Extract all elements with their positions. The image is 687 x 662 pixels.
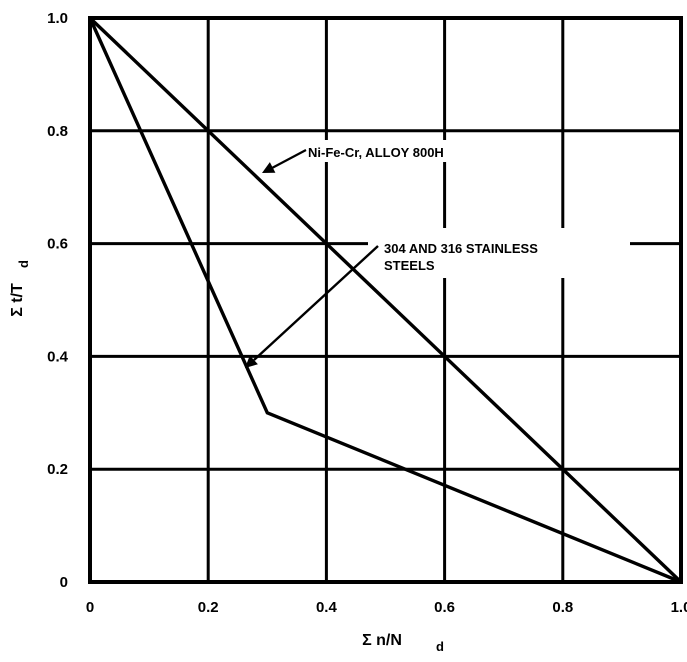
plot-frame	[88, 16, 683, 584]
grid	[90, 18, 681, 582]
y-tick-label: 0.6	[47, 236, 68, 253]
x-tick-label: 0.8	[552, 599, 573, 616]
series-group	[88, 16, 683, 584]
leader-line	[271, 149, 307, 169]
axis-titles: Σ n/N d Σ t/T d	[9, 260, 444, 654]
annotations: Ni-Fe-Cr, ALLOY 800H 304 AND 316 STAINLES…	[245, 145, 538, 368]
tick-labels: 0 0.2 0.4 0.6 0.8 1.0 0 0.2 0.4 0.6 0.8 1.0	[47, 10, 687, 616]
series-line-2	[88, 17, 682, 584]
annotation-stainless-line1: 304 AND 316 STAINLESS	[384, 241, 538, 256]
y-axis-title: Σ t/T	[9, 283, 26, 317]
y-tick-label: 0.8	[47, 123, 68, 140]
annotation-stainless-line2: STEELS	[384, 258, 435, 273]
y-tick-label: 0	[60, 574, 68, 591]
x-axis-title: Σ n/N	[362, 632, 402, 649]
y-axis-title-group: Σ t/T d	[9, 260, 31, 317]
arrow-head	[262, 162, 276, 173]
label-backdrop	[296, 140, 536, 162]
label-backdrop	[368, 228, 630, 278]
leader-line	[253, 245, 379, 361]
y-tick-label: 0.2	[47, 461, 68, 478]
x-tick-label: 0	[86, 599, 94, 616]
plot-border	[88, 16, 683, 584]
x-axis-title-subscript: d	[436, 639, 444, 654]
y-tick-label: 0.4	[47, 348, 69, 365]
x-tick-label: 0.2	[198, 599, 219, 616]
arrow-head	[245, 355, 258, 368]
series-line-1	[88, 16, 683, 584]
y-axis-title-subscript: d	[16, 260, 31, 268]
annotation-alloy-800h: Ni-Fe-Cr, ALLOY 800H	[308, 145, 444, 160]
x-tick-label: 0.4	[316, 599, 338, 616]
x-tick-label: 0.6	[434, 599, 455, 616]
y-tick-label: 1.0	[47, 10, 68, 27]
x-tick-label: 1.0	[671, 599, 687, 616]
